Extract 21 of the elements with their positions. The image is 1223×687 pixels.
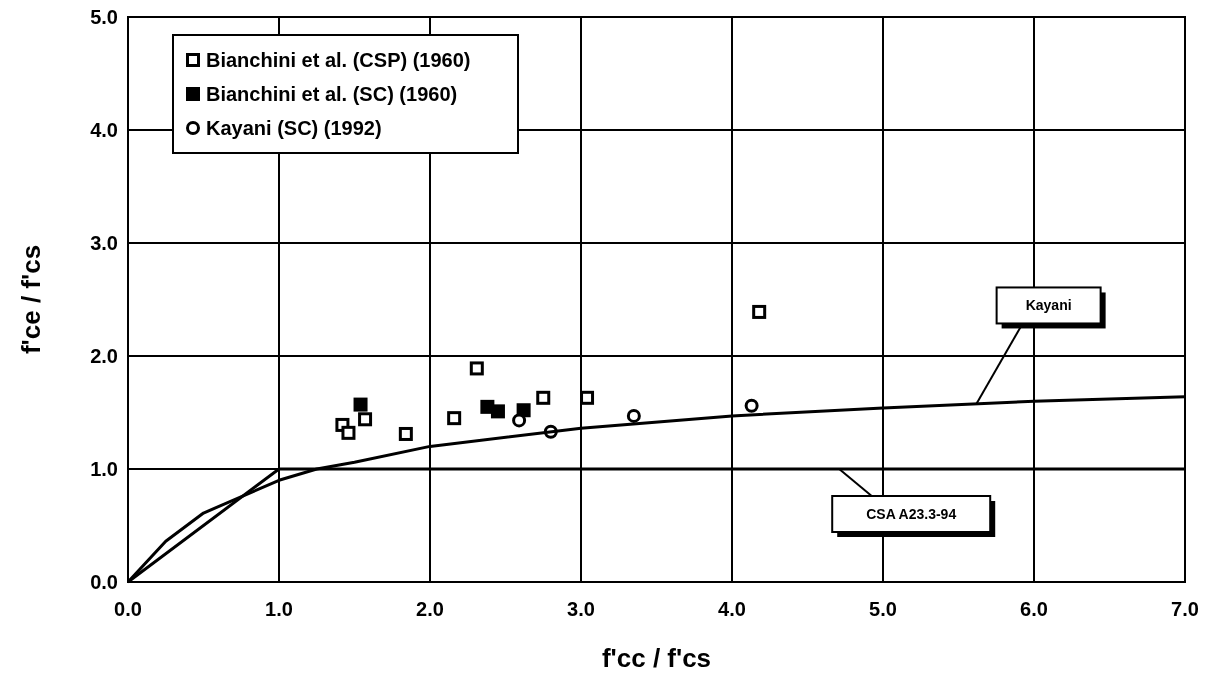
x-tick-label: 7.0 [1171,598,1199,620]
annotation: Kayani [1025,297,1072,314]
x-tick-label: 4.0 [718,598,746,620]
x-tick-label: 5.0 [869,598,897,620]
x-tick-label: 6.0 [1020,598,1048,620]
y-tick-label: 3.0 [90,232,118,254]
legend-label: Bianchini et al. (CSP) (1960) [206,49,471,71]
y-tick-label: 2.0 [90,345,118,367]
legend-label: Kayani (SC) (1992) [206,117,382,139]
y-tick-label: 1.0 [90,458,118,480]
x-tick-label: 3.0 [567,598,595,620]
y-tick-label: 5.0 [90,6,118,28]
x-tick-label: 2.0 [416,598,444,620]
x-tick-label: 0.0 [114,598,142,620]
y-axis-title: f'ce / f'cs [16,244,46,355]
annotation: CSA A23.3-94 [866,506,957,522]
x-tick-label: 1.0 [265,598,293,620]
x-axis-title: f'cc / f'cs [601,643,712,673]
legend-label: Bianchini et al. (SC) (1960) [206,83,458,105]
y-tick-label: 4.0 [90,119,118,141]
y-tick-label: 0.0 [90,571,118,593]
